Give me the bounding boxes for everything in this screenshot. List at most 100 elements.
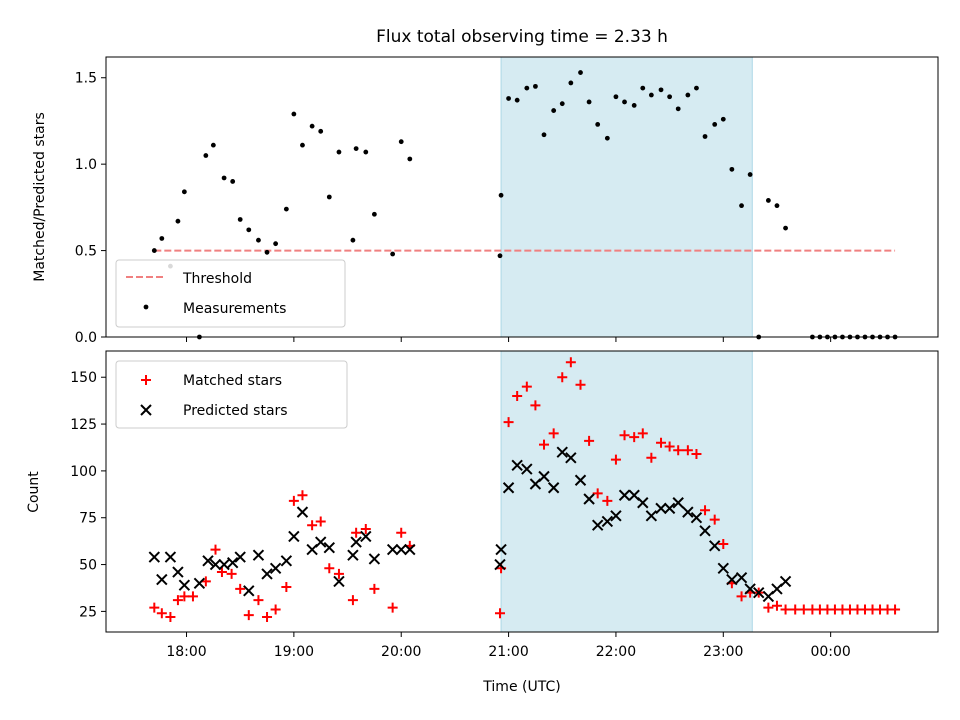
matched-star-point bbox=[584, 435, 595, 446]
measurement-point bbox=[631, 102, 637, 108]
measurement-point bbox=[604, 135, 610, 141]
matched-star-point bbox=[790, 604, 801, 615]
measurement-point bbox=[398, 139, 404, 145]
measurement-point bbox=[273, 241, 279, 247]
matched-star-point bbox=[512, 390, 523, 401]
measurement-point bbox=[648, 92, 654, 98]
y-tick-label: 125 bbox=[70, 417, 97, 433]
predicted-star-point bbox=[494, 558, 506, 571]
matched-star-point bbox=[262, 612, 273, 623]
measurement-point bbox=[667, 94, 673, 100]
matched-star-point bbox=[548, 428, 559, 439]
chart-title: Flux total observing time = 2.33 h bbox=[376, 27, 668, 47]
matched-star-point bbox=[360, 523, 371, 534]
bottom-axes: 18:00 19:00 20:00 21:00 22:00 23:00 00:00 25 50 7… bbox=[70, 350, 939, 660]
predicted-star-point bbox=[753, 586, 765, 599]
measurement-point bbox=[407, 156, 413, 162]
predicted-star-point bbox=[350, 536, 362, 548]
predicted-star-point bbox=[164, 551, 177, 563]
predicted-star-point bbox=[252, 549, 265, 561]
matched-star-point bbox=[387, 602, 398, 613]
predicted-star-point bbox=[368, 553, 381, 565]
measurement-point bbox=[175, 218, 181, 224]
predicted-star-point bbox=[226, 556, 239, 569]
predicted-star-point bbox=[172, 566, 184, 578]
measurement-point bbox=[524, 85, 530, 91]
matched-star-point bbox=[253, 595, 264, 606]
measurement-point bbox=[264, 249, 270, 255]
measurement-point bbox=[622, 99, 627, 105]
matched-star-point bbox=[565, 357, 576, 368]
observing-window-span bbox=[500, 56, 753, 338]
measurement-point bbox=[551, 108, 557, 113]
measurement-point bbox=[702, 134, 708, 139]
legend-measurements-swatch bbox=[143, 304, 149, 310]
measurement-point bbox=[774, 203, 780, 209]
predicted-star-point bbox=[672, 497, 684, 509]
matched-star-point bbox=[592, 488, 603, 499]
predicted-star-point bbox=[690, 512, 703, 524]
matched-star-point bbox=[629, 432, 640, 443]
measurement-point bbox=[613, 94, 619, 100]
measurement-point bbox=[350, 237, 356, 243]
matched-star-point bbox=[307, 520, 318, 531]
matched-star-point bbox=[798, 604, 809, 615]
y-tick-label: 150 bbox=[70, 370, 97, 386]
measurement-point bbox=[506, 96, 511, 101]
measurement-point bbox=[210, 142, 216, 148]
predicted-star-point bbox=[538, 470, 550, 483]
measurement-point bbox=[181, 189, 187, 195]
predicted-star-point bbox=[333, 575, 345, 588]
matched-star-point bbox=[494, 608, 505, 619]
measurement-point bbox=[578, 70, 583, 75]
predicted-star-point bbox=[315, 536, 327, 548]
measurement-point bbox=[291, 111, 297, 117]
predicted-star-point bbox=[261, 568, 273, 580]
matched-star-point bbox=[281, 582, 292, 593]
predicted-star-point bbox=[156, 573, 168, 586]
predicted-star-point bbox=[583, 493, 595, 505]
predicted-star-point bbox=[386, 543, 399, 556]
y-tick-label: 50 bbox=[79, 558, 97, 574]
matched-star-point bbox=[288, 495, 299, 506]
matched-star-point bbox=[210, 544, 221, 555]
matched-star-point bbox=[187, 591, 198, 602]
predicted-star-point bbox=[726, 573, 738, 586]
bottom-panel: 18:00 19:00 20:00 21:00 22:00 23:00 00:00 25 50 7… bbox=[26, 350, 939, 695]
predicted-star-point bbox=[360, 530, 372, 543]
predicted-star-point bbox=[574, 474, 587, 486]
matched-star-point bbox=[637, 428, 648, 439]
measurement-point bbox=[685, 92, 691, 98]
y-axis-label-ratio: Matched/Predicted stars bbox=[32, 112, 48, 282]
matched-star-point bbox=[619, 430, 630, 441]
measurement-point bbox=[151, 248, 157, 253]
matched-star-point bbox=[557, 372, 568, 383]
matched-star-point bbox=[297, 490, 308, 501]
legend-box bbox=[115, 259, 346, 328]
x-tick-label: 23:00 bbox=[703, 644, 743, 660]
matched-star-point bbox=[396, 527, 407, 538]
measurement-point bbox=[246, 227, 252, 233]
measurement-point bbox=[353, 146, 359, 152]
y-tick-label: 0.0 bbox=[75, 330, 97, 346]
matched-star-point bbox=[646, 452, 657, 463]
matched-star-point bbox=[243, 610, 254, 621]
matched-star-point bbox=[539, 439, 550, 450]
matched-star-point bbox=[610, 454, 621, 465]
matched-star-point bbox=[691, 449, 702, 460]
matched-star-point bbox=[521, 381, 532, 392]
y-tick-label: 1.5 bbox=[75, 71, 97, 87]
predicted-star-point bbox=[708, 540, 721, 552]
matched-star-point bbox=[235, 583, 246, 594]
matched-star-point bbox=[347, 595, 358, 606]
matched-star-point bbox=[602, 495, 613, 506]
x-axis-label: Time (UTC) bbox=[482, 679, 560, 695]
matched-star-point bbox=[165, 612, 176, 623]
matched-star-point bbox=[771, 600, 782, 611]
matched-star-point bbox=[351, 527, 362, 538]
matched-star-point bbox=[763, 602, 774, 613]
matched-star-point bbox=[780, 604, 791, 615]
predicted-star-point bbox=[218, 558, 230, 571]
predicted-star-point bbox=[735, 571, 748, 584]
